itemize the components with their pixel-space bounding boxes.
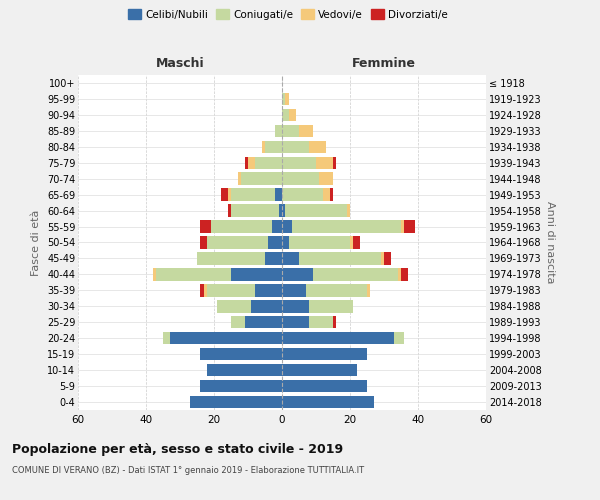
Text: Maschi: Maschi [155, 57, 205, 70]
Bar [265, 140, 282, 153]
Bar [227, 204, 231, 217]
Bar [245, 156, 248, 169]
Bar [282, 204, 286, 217]
Bar [282, 300, 309, 312]
Bar [282, 236, 289, 248]
Bar [282, 92, 286, 105]
Bar [316, 156, 333, 169]
Bar [347, 204, 350, 217]
Text: Femmine: Femmine [352, 57, 416, 70]
Bar [200, 348, 282, 360]
Bar [289, 236, 350, 248]
Bar [265, 252, 282, 264]
Bar [398, 268, 401, 280]
Bar [245, 316, 282, 328]
Bar [207, 364, 282, 376]
Bar [299, 124, 313, 137]
Bar [367, 284, 370, 296]
Bar [231, 316, 245, 328]
Bar [282, 396, 374, 408]
Bar [380, 252, 384, 264]
Bar [282, 348, 367, 360]
Bar [255, 284, 282, 296]
Bar [282, 252, 299, 264]
Bar [156, 268, 231, 280]
Text: COMUNE DI VERANO (BZ) - Dati ISTAT 1° gennaio 2019 - Elaborazione TUTTITALIA.IT: COMUNE DI VERANO (BZ) - Dati ISTAT 1° ge… [12, 466, 364, 475]
Bar [241, 172, 282, 185]
Bar [282, 188, 323, 201]
Bar [309, 140, 326, 153]
Bar [323, 188, 329, 201]
Bar [204, 284, 207, 296]
Bar [262, 140, 265, 153]
Bar [275, 188, 282, 201]
Bar [282, 268, 313, 280]
Bar [282, 172, 319, 185]
Bar [282, 332, 394, 344]
Bar [200, 220, 211, 233]
Bar [384, 252, 391, 264]
Bar [282, 156, 316, 169]
Bar [231, 268, 282, 280]
Bar [282, 108, 289, 121]
Bar [289, 108, 296, 121]
Bar [217, 300, 251, 312]
Bar [163, 332, 170, 344]
Bar [292, 220, 401, 233]
Bar [282, 124, 299, 137]
Bar [282, 316, 309, 328]
Bar [255, 156, 282, 169]
Bar [319, 172, 333, 185]
Bar [211, 220, 272, 233]
Bar [278, 204, 282, 217]
Bar [200, 380, 282, 392]
Bar [170, 332, 282, 344]
Bar [200, 284, 204, 296]
Bar [231, 188, 275, 201]
Bar [153, 268, 156, 280]
Bar [207, 236, 268, 248]
Bar [227, 188, 231, 201]
Bar [286, 204, 347, 217]
Bar [282, 284, 306, 296]
Bar [309, 300, 353, 312]
Y-axis label: Anni di nascita: Anni di nascita [545, 201, 556, 284]
Bar [313, 268, 398, 280]
Bar [394, 332, 404, 344]
Bar [238, 172, 241, 185]
Bar [309, 316, 333, 328]
Text: Popolazione per età, sesso e stato civile - 2019: Popolazione per età, sesso e stato civil… [12, 442, 343, 456]
Bar [282, 380, 367, 392]
Bar [282, 364, 357, 376]
Legend: Celibi/Nubili, Coniugati/e, Vedovi/e, Divorziati/e: Celibi/Nubili, Coniugati/e, Vedovi/e, Di… [124, 5, 452, 24]
Bar [353, 236, 360, 248]
Bar [282, 140, 309, 153]
Bar [200, 236, 207, 248]
Bar [190, 396, 282, 408]
Bar [306, 284, 367, 296]
Bar [207, 284, 255, 296]
Bar [333, 156, 337, 169]
Bar [272, 220, 282, 233]
Bar [275, 124, 282, 137]
Bar [350, 236, 353, 248]
Bar [286, 92, 289, 105]
Bar [248, 156, 255, 169]
Bar [231, 204, 278, 217]
Bar [221, 188, 227, 201]
Bar [299, 252, 380, 264]
Bar [333, 316, 337, 328]
Bar [251, 300, 282, 312]
Bar [401, 268, 408, 280]
Bar [268, 236, 282, 248]
Bar [329, 188, 333, 201]
Bar [404, 220, 415, 233]
Bar [401, 220, 404, 233]
Bar [282, 220, 292, 233]
Bar [197, 252, 265, 264]
Y-axis label: Fasce di età: Fasce di età [31, 210, 41, 276]
